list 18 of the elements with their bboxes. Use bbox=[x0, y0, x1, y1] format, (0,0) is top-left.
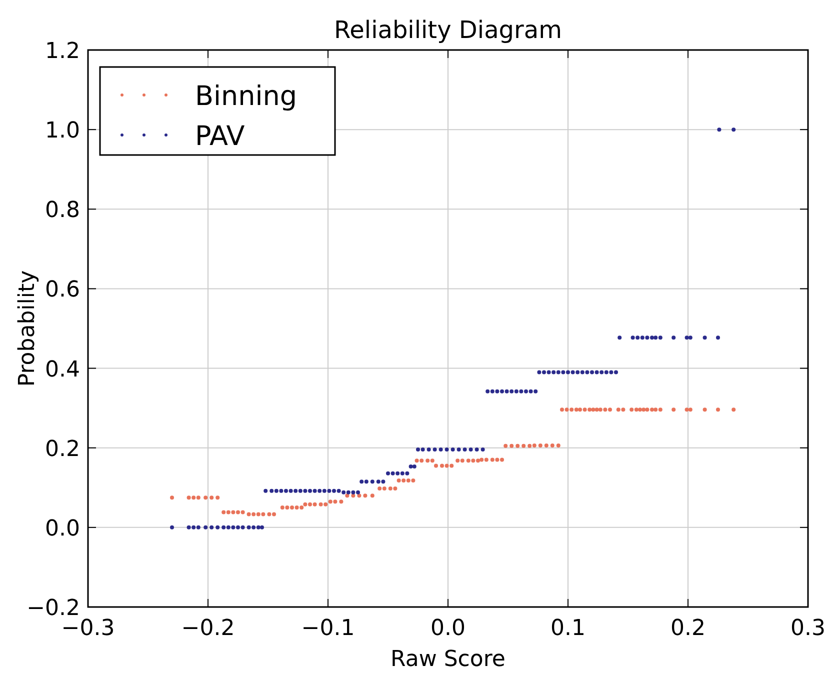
y-tick-label: 0.2 bbox=[45, 436, 80, 462]
y-tick-label: 1.0 bbox=[45, 118, 80, 144]
x-tick-label: 0.1 bbox=[550, 616, 586, 641]
y-axis-title: Probability bbox=[15, 270, 40, 387]
y-tick-label: 0.6 bbox=[45, 278, 80, 303]
x-tick-label: −0.1 bbox=[301, 616, 355, 641]
y-tick-label: 0.8 bbox=[45, 198, 80, 224]
x-tick-label: 0.3 bbox=[790, 616, 826, 641]
y-tick-label: 0.0 bbox=[45, 516, 80, 542]
x-axis-title: Raw Score bbox=[390, 647, 506, 672]
x-tick-label: 0.2 bbox=[670, 616, 706, 641]
x-tick-label: −0.2 bbox=[181, 616, 235, 641]
x-tick-label: 0.0 bbox=[430, 616, 466, 641]
y-tick-label: 0.4 bbox=[45, 357, 80, 382]
chart-title: Reliability Diagram bbox=[334, 16, 562, 44]
legend-label: Binning bbox=[195, 81, 298, 112]
y-tick-label: 1.2 bbox=[45, 39, 80, 64]
legend-label: PAV bbox=[195, 121, 246, 152]
